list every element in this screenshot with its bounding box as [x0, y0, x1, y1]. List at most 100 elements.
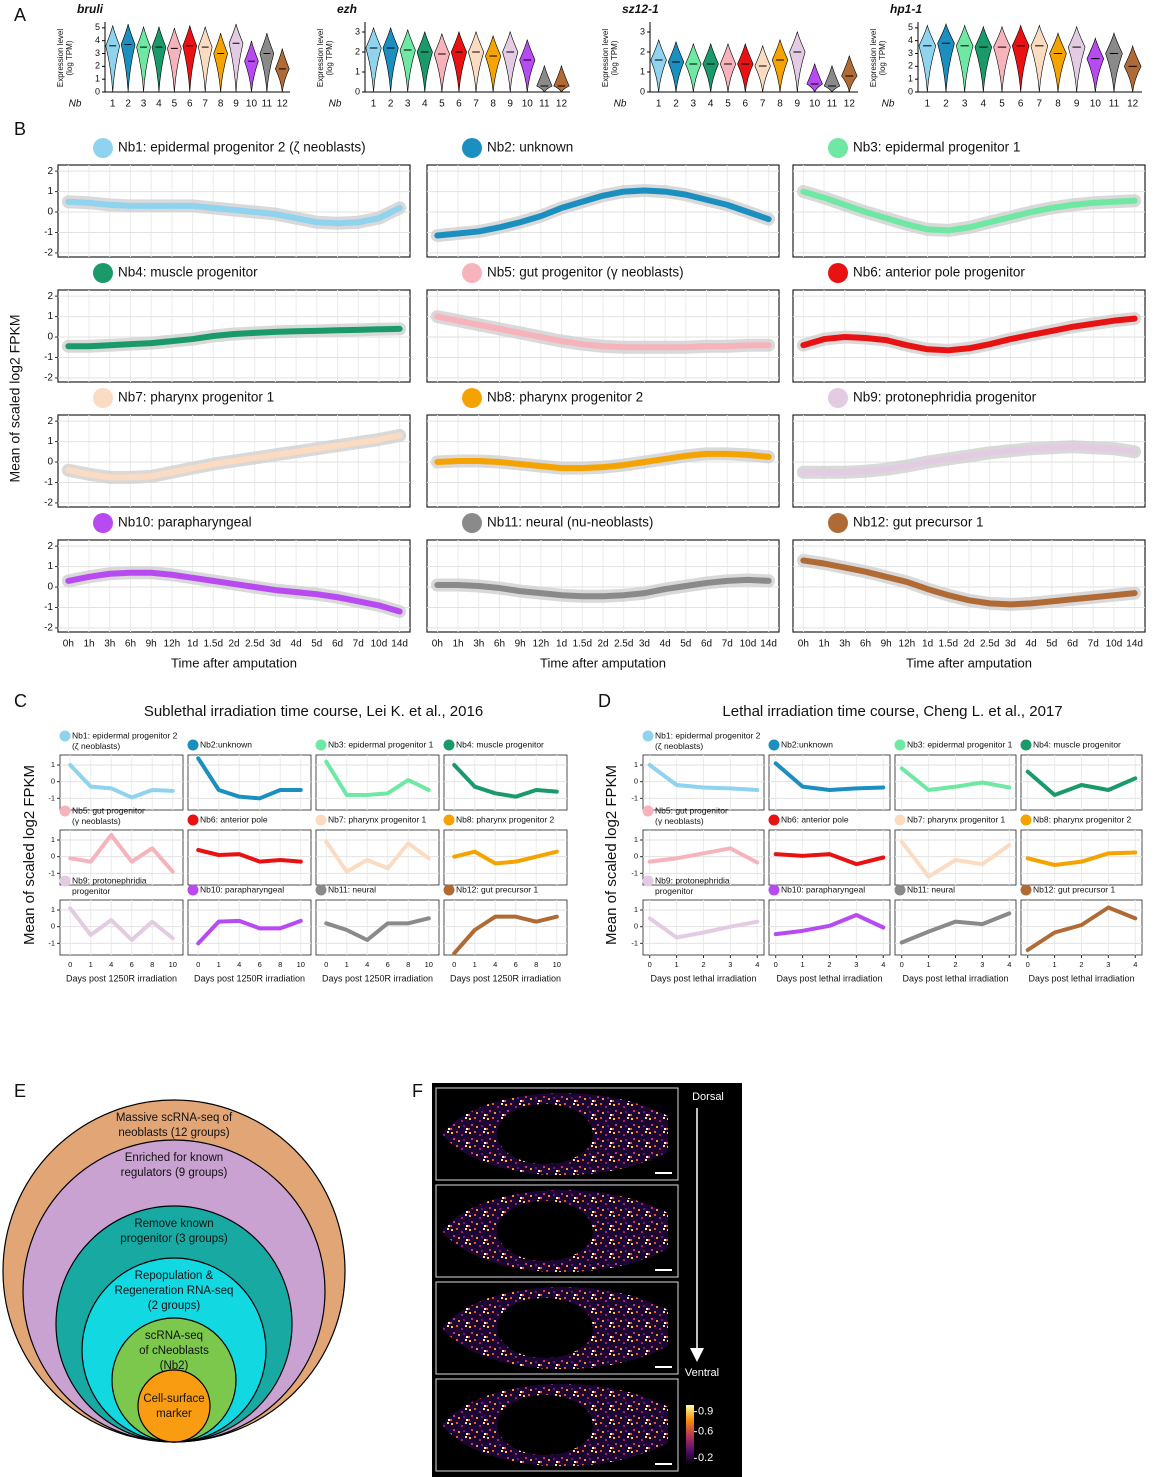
violin: [137, 27, 151, 92]
legend-swatch: [93, 263, 113, 283]
x-tick-label: 3: [728, 960, 732, 969]
facet-title: Nb5: gut progenitor (γ neoblasts): [487, 265, 684, 280]
x-tick-label: 8: [278, 960, 282, 969]
facet-title: Nb8: pharynx progenitor 2: [487, 390, 643, 405]
facet-title: Nb3: epidermal progenitor 1: [328, 739, 434, 749]
legend-swatch: [462, 263, 482, 283]
legend-swatch: [769, 815, 780, 826]
x-tick-label: 4: [1007, 960, 1011, 969]
x-tick-label: 2.5d: [245, 639, 264, 650]
x-tick-label: 9: [507, 99, 513, 110]
x-tick-label: 14d: [760, 639, 777, 650]
y-tick-label: 1: [634, 835, 638, 844]
x-tick-label: 12: [844, 99, 856, 110]
nested-circle: [138, 1370, 210, 1442]
x-tick-label: 1d: [556, 639, 567, 650]
facet-title: Nb7: pharynx progenitor 1: [118, 390, 274, 405]
violin: [790, 32, 806, 92]
violin: [229, 24, 243, 92]
x-tick-label: 4: [1133, 960, 1137, 969]
x-tick-label: 3d: [1005, 639, 1016, 650]
facet-title: Nb6: anterior pole: [200, 814, 268, 824]
legend-swatch: [462, 388, 482, 408]
violin: [167, 28, 181, 92]
panel-label: A: [14, 5, 26, 25]
y-tick-label: 0: [908, 86, 913, 96]
legend-swatch: [93, 388, 113, 408]
x-tick-label: 1.5d: [573, 639, 592, 650]
violin: [468, 32, 483, 92]
violin: [417, 32, 432, 92]
y-tick-label: 4: [908, 35, 913, 45]
violin: [1106, 33, 1123, 92]
x-tick-label: 4d: [1026, 639, 1037, 650]
x-axis-label: Days post 1250R irradiation: [66, 973, 177, 983]
x-axis-label: Nb: [329, 99, 342, 110]
panel-label: E: [14, 1081, 26, 1101]
y-tick-label: 1: [95, 74, 100, 84]
facet-title: Nb10: parapharyngeal: [118, 515, 252, 530]
x-tick-label: 2d: [597, 639, 608, 650]
y-tick-label: 0: [634, 852, 638, 861]
violin: [383, 28, 398, 92]
legend-swatch: [316, 740, 327, 751]
facet-title: Nb12: gut precursor 1: [1033, 884, 1115, 894]
colorbar: [686, 1405, 694, 1465]
x-tick-label: 6: [456, 99, 462, 110]
x-tick-label: 10: [169, 960, 177, 969]
y-tick-label: 2: [47, 416, 53, 427]
legend-swatch: [93, 138, 113, 158]
y-tick-label: 0: [634, 922, 638, 931]
x-tick-label: 1: [801, 960, 805, 969]
y-tick-label: 1: [908, 74, 913, 84]
x-tick-label: 6: [386, 960, 390, 969]
x-tick-label: 10: [522, 99, 534, 110]
y-tick-label: 0: [355, 86, 360, 96]
y-axis-label: Expression level: [869, 29, 878, 87]
y-axis-label: Expression level: [56, 29, 65, 87]
x-tick-label: 5: [439, 99, 445, 110]
y-tick-label: -2: [44, 248, 53, 259]
y-tick-label: 1: [640, 66, 645, 76]
x-axis-label: Days post 1250R irradiation: [322, 973, 433, 983]
x-tick-label: 14d: [391, 639, 408, 650]
dorsal-label: Dorsal: [692, 1091, 724, 1103]
y-tick-label: 1: [47, 436, 53, 447]
facet-title: Nb4: muscle progenitor: [1033, 739, 1121, 749]
circle-label: Remove known: [134, 1218, 213, 1230]
x-tick-label: 9: [795, 99, 801, 110]
violin: [651, 40, 667, 92]
x-tick-label: 2.5d: [614, 639, 633, 650]
x-tick-label: 0: [648, 960, 652, 969]
x-tick-label: 4: [981, 99, 987, 110]
violin: [520, 40, 535, 92]
x-tick-label: 11: [827, 99, 838, 110]
x-tick-label: 2d: [963, 639, 974, 650]
y-axis-label: (log TPM): [65, 40, 74, 75]
facet-title: Nb1: epidermal progenitor 2: [72, 730, 178, 740]
x-tick-label: 6: [743, 99, 749, 110]
x-tick-label: 11: [539, 99, 550, 110]
y-tick-label: 0: [51, 777, 55, 786]
x-tick-label: 2: [388, 99, 394, 110]
x-tick-label: 3: [1106, 960, 1110, 969]
violin: [807, 64, 823, 92]
legend-swatch: [1021, 815, 1032, 826]
y-tick-label: -1: [44, 352, 53, 363]
facet-frame: [316, 830, 439, 885]
y-tick-label: 4: [95, 35, 100, 45]
x-tick-label: 10: [809, 99, 821, 110]
x-tick-label: 1: [217, 960, 221, 969]
x-tick-label: 1: [1053, 960, 1057, 969]
violin: [366, 28, 381, 92]
panel-label: D: [598, 691, 611, 711]
x-tick-label: 12: [277, 99, 289, 110]
y-tick-label: -2: [44, 623, 53, 634]
y-tick-label: 0: [51, 922, 55, 931]
chart-title: ezh: [337, 2, 357, 16]
legend-swatch: [60, 876, 71, 887]
facet-title: Nb2:unknown: [781, 739, 833, 749]
facet-title: (γ neoblasts): [655, 816, 704, 826]
legend-swatch: [895, 885, 906, 896]
y-tick-label: 0: [47, 582, 53, 593]
